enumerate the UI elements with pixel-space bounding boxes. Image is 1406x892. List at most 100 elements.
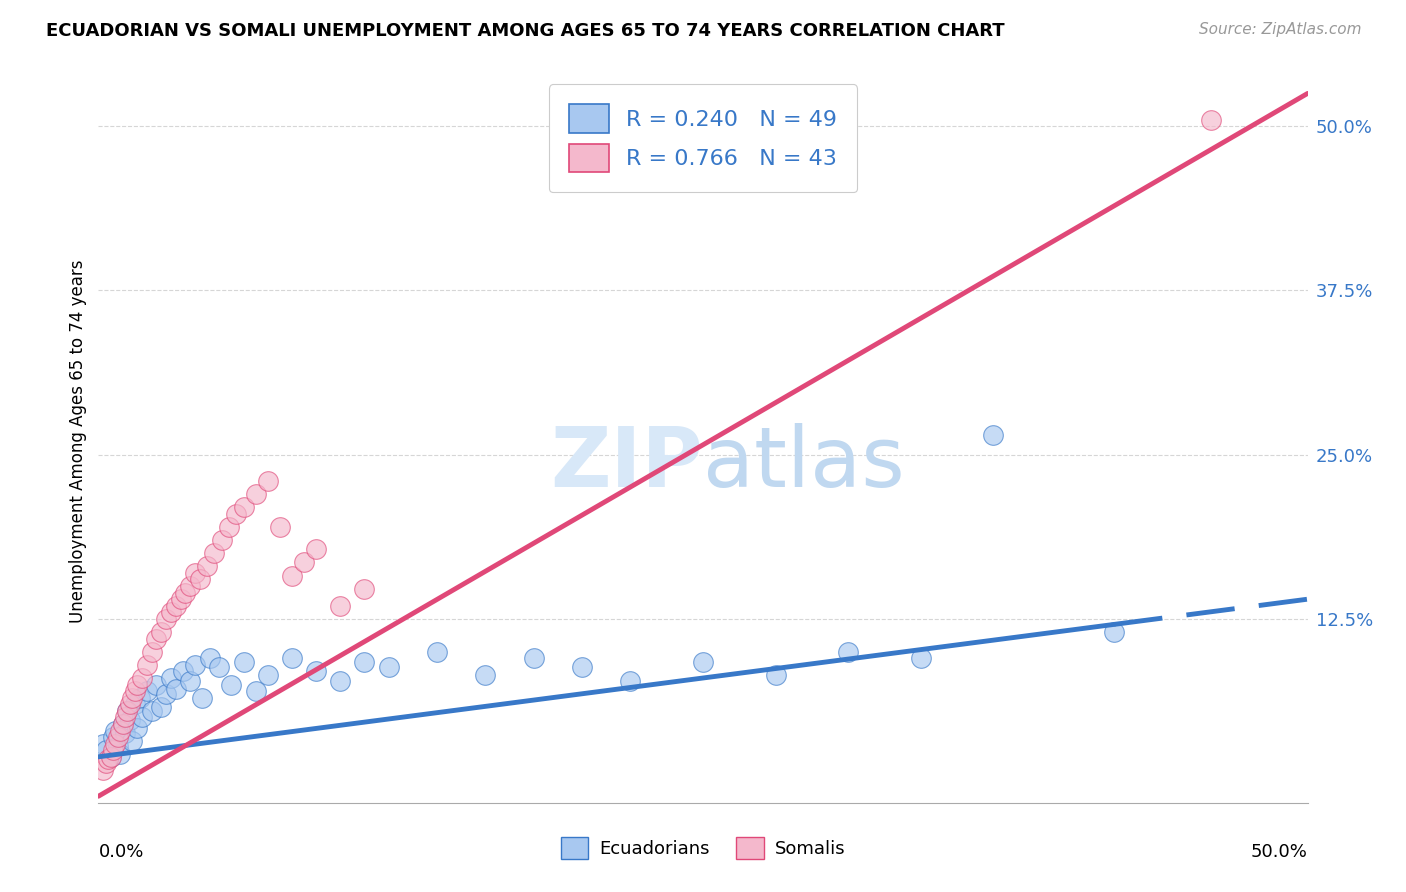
Point — [114, 710, 136, 724]
Text: 50.0%: 50.0% — [1251, 843, 1308, 861]
Point — [184, 566, 207, 580]
Point — [204, 546, 226, 560]
Point — [198, 651, 221, 665]
Point — [245, 487, 267, 501]
Point — [107, 730, 129, 744]
Point — [117, 704, 139, 718]
Point — [165, 681, 187, 696]
Point — [353, 655, 375, 669]
Point — [160, 605, 183, 619]
Point — [128, 690, 150, 705]
Point — [232, 500, 254, 515]
Point — [269, 520, 291, 534]
Point — [135, 657, 157, 672]
Point — [329, 599, 352, 613]
Legend: Ecuadorians, Somalis: Ecuadorians, Somalis — [554, 830, 852, 866]
Point — [329, 673, 352, 688]
Point — [141, 645, 163, 659]
Point — [256, 668, 278, 682]
Point — [232, 655, 254, 669]
Point — [124, 698, 146, 712]
Point — [91, 737, 114, 751]
Point — [837, 645, 859, 659]
Point — [165, 599, 187, 613]
Point — [692, 655, 714, 669]
Point — [221, 677, 243, 691]
Point — [571, 660, 593, 674]
Point — [155, 612, 177, 626]
Point — [191, 690, 214, 705]
Text: atlas: atlas — [703, 423, 904, 504]
Point — [179, 673, 201, 688]
Point — [184, 657, 207, 672]
Point — [100, 749, 122, 764]
Point — [305, 542, 328, 557]
Point — [174, 585, 197, 599]
Point — [172, 665, 194, 679]
Point — [619, 673, 641, 688]
Point — [218, 520, 240, 534]
Point — [131, 671, 153, 685]
Point — [160, 671, 183, 685]
Point — [245, 684, 267, 698]
Point — [155, 687, 177, 701]
Point — [107, 739, 129, 754]
Point — [131, 710, 153, 724]
Point — [1102, 625, 1125, 640]
Point — [117, 704, 139, 718]
Point — [150, 699, 173, 714]
Point — [150, 625, 173, 640]
Point — [101, 743, 124, 757]
Point — [305, 665, 328, 679]
Point — [145, 632, 167, 646]
Point — [121, 734, 143, 748]
Point — [211, 533, 233, 547]
Point — [135, 684, 157, 698]
Point — [104, 737, 127, 751]
Point — [281, 568, 304, 582]
Point — [108, 747, 131, 762]
Point — [179, 579, 201, 593]
Point — [91, 763, 114, 777]
Point — [114, 726, 136, 740]
Point — [195, 559, 218, 574]
Point — [101, 730, 124, 744]
Point — [141, 704, 163, 718]
Point — [981, 428, 1004, 442]
Text: 0.0%: 0.0% — [98, 843, 143, 861]
Point — [118, 698, 141, 712]
Point — [256, 474, 278, 488]
Point — [188, 573, 211, 587]
Y-axis label: Unemployment Among Ages 65 to 74 years: Unemployment Among Ages 65 to 74 years — [69, 260, 87, 624]
Point — [111, 717, 134, 731]
Point — [292, 555, 315, 569]
Point — [100, 749, 122, 764]
Point — [1199, 112, 1222, 127]
Point — [208, 660, 231, 674]
Point — [169, 592, 191, 607]
Text: Source: ZipAtlas.com: Source: ZipAtlas.com — [1198, 22, 1361, 37]
Point — [94, 743, 117, 757]
Point — [377, 660, 399, 674]
Point — [145, 677, 167, 691]
Point — [225, 507, 247, 521]
Point — [121, 690, 143, 705]
Text: ZIP: ZIP — [551, 423, 703, 504]
Point — [94, 756, 117, 771]
Point — [97, 752, 120, 766]
Point — [108, 723, 131, 738]
Point — [104, 723, 127, 738]
Point — [523, 651, 546, 665]
Point — [353, 582, 375, 596]
Point — [118, 713, 141, 727]
Text: ECUADORIAN VS SOMALI UNEMPLOYMENT AMONG AGES 65 TO 74 YEARS CORRELATION CHART: ECUADORIAN VS SOMALI UNEMPLOYMENT AMONG … — [46, 22, 1005, 40]
Point — [426, 645, 449, 659]
Point — [124, 684, 146, 698]
Point — [127, 677, 149, 691]
Point — [127, 721, 149, 735]
Point — [111, 717, 134, 731]
Point — [765, 668, 787, 682]
Point — [910, 651, 932, 665]
Point — [281, 651, 304, 665]
Point — [474, 668, 496, 682]
